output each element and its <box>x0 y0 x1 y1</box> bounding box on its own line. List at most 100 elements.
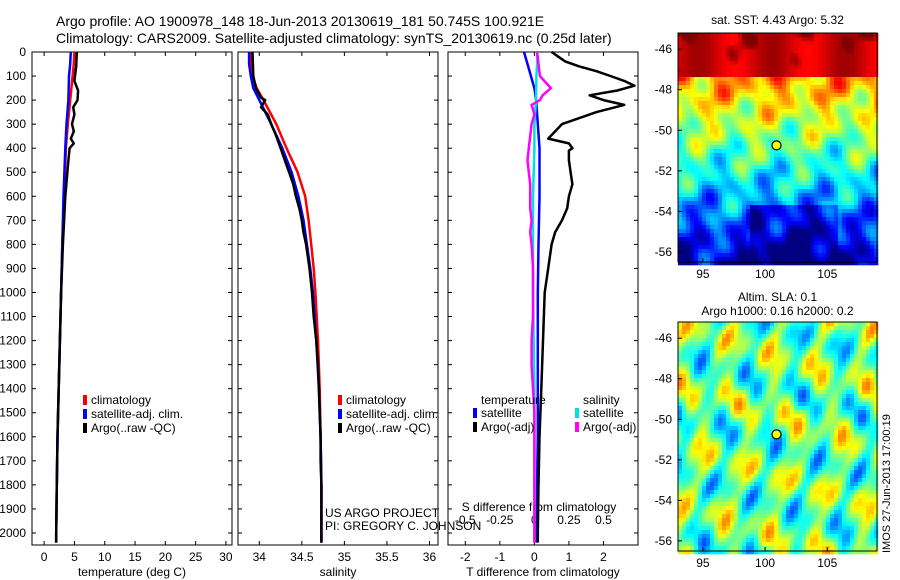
map-cell <box>710 374 715 379</box>
map-cell <box>834 109 839 114</box>
map-cell <box>714 245 719 250</box>
map-cell <box>770 261 775 266</box>
map-cell <box>830 249 835 254</box>
map-cell <box>854 181 859 186</box>
map-cell <box>858 462 863 467</box>
map-cell <box>874 149 879 154</box>
map-cell <box>734 261 739 266</box>
x-tick-label: 25 <box>189 550 203 564</box>
map-cell <box>850 462 855 467</box>
map-cell <box>730 366 735 371</box>
map-cell <box>746 237 751 242</box>
map-cell <box>854 386 859 391</box>
map-cell <box>750 41 755 46</box>
map-cell <box>678 326 683 331</box>
map-cell <box>782 97 787 102</box>
map-cell <box>830 370 835 375</box>
map-cell <box>798 73 803 78</box>
map-cell <box>694 69 699 74</box>
map-cell <box>750 105 755 110</box>
map-cell <box>714 149 719 154</box>
map-cell <box>690 390 695 395</box>
map-cell <box>770 386 775 391</box>
map-cell <box>710 137 715 142</box>
map-cell <box>874 197 879 202</box>
map-cell <box>738 185 743 190</box>
map-cell <box>850 93 855 98</box>
map-cell <box>810 77 815 82</box>
map-cell <box>774 398 779 403</box>
map-cell <box>678 133 683 138</box>
map-cell <box>718 358 723 363</box>
map-cell <box>754 245 759 250</box>
map-cell <box>810 105 815 110</box>
map-cell <box>678 237 683 242</box>
map-cell <box>702 185 707 190</box>
map-cell <box>858 261 863 266</box>
map-cell <box>686 233 691 238</box>
x-tick-label: -2 <box>460 550 471 564</box>
map-cell <box>774 121 779 126</box>
map-cell <box>742 49 747 54</box>
map-cell <box>770 438 775 443</box>
map-cell <box>766 322 771 327</box>
map-cell <box>678 450 683 455</box>
map-cell <box>826 41 831 46</box>
map-cell <box>698 181 703 186</box>
map-cell <box>718 330 723 335</box>
map-cell <box>866 378 871 383</box>
map-cell <box>842 261 847 266</box>
map-cell <box>722 209 727 214</box>
map-cell <box>850 394 855 399</box>
map-cell <box>742 161 747 166</box>
map-cell <box>810 81 815 86</box>
map-cell <box>782 197 787 202</box>
map-cell <box>694 169 699 174</box>
map-cell <box>830 253 835 258</box>
map-cell <box>814 45 819 50</box>
map-cell <box>818 93 823 98</box>
map-cell <box>770 322 775 327</box>
map-cell <box>842 109 847 114</box>
map-cell <box>762 454 767 459</box>
map-cell <box>758 217 763 222</box>
map-cell <box>726 85 731 90</box>
map-cell <box>838 141 843 146</box>
map-cell <box>690 338 695 343</box>
map-cell <box>686 213 691 218</box>
map-cell <box>694 466 699 471</box>
map-cell <box>866 434 871 439</box>
map-cell <box>814 93 819 98</box>
map-cell <box>826 85 831 90</box>
map-cell <box>826 125 831 130</box>
map-cell <box>682 326 687 331</box>
map-cell <box>874 374 879 379</box>
map-cell <box>846 237 851 242</box>
map-cell <box>690 402 695 407</box>
map-cell <box>818 165 823 170</box>
map-cell <box>834 173 839 178</box>
map-cell <box>694 249 699 254</box>
map-cell <box>790 410 795 415</box>
map-cell <box>734 225 739 230</box>
map-cell <box>702 446 707 451</box>
map-cell <box>818 109 823 114</box>
map-cell <box>850 137 855 142</box>
map-cell <box>846 249 851 254</box>
map-cell <box>738 209 743 214</box>
map-cell <box>874 362 879 367</box>
map-cell <box>798 45 803 50</box>
map-cell <box>754 193 759 198</box>
map-cell <box>698 109 703 114</box>
map-cell <box>694 65 699 70</box>
map-cell <box>738 53 743 58</box>
map-cell <box>782 217 787 222</box>
map-cell <box>726 346 731 351</box>
map-cell <box>810 378 815 383</box>
map-cell <box>802 450 807 455</box>
map-cell <box>814 165 819 170</box>
map-cell <box>750 193 755 198</box>
map-cell <box>698 261 703 266</box>
map-cell <box>758 430 763 435</box>
map-cell <box>826 249 831 254</box>
